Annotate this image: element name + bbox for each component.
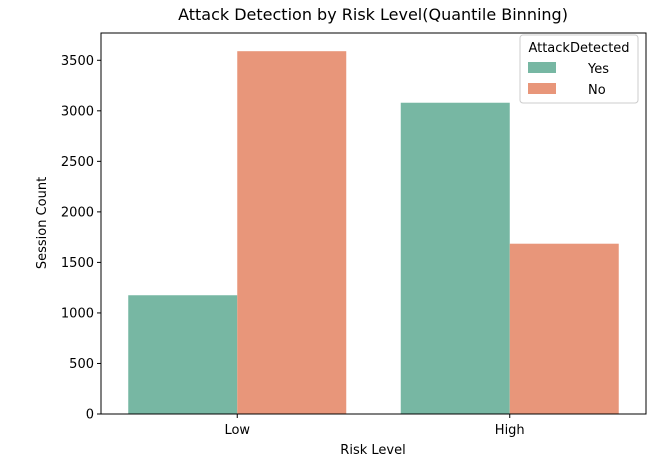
bar-high-yes [400, 102, 510, 414]
legend-label-no: No [588, 83, 606, 98]
y-tick-label: 3500 [61, 54, 94, 69]
y-tick-label: 2000 [61, 205, 94, 220]
y-axis-label: Session Count [35, 177, 50, 269]
chart-title: Attack Detection by Risk Level(Quantile … [178, 5, 568, 24]
plot-frame [100, 32, 647, 415]
legend-swatch-yes [528, 62, 556, 73]
y-tick-label: 1500 [61, 256, 94, 271]
legend-swatch-no [528, 83, 556, 94]
x-tick-label: Low [224, 423, 250, 438]
bars-layer [128, 51, 619, 414]
y-tick-label: 0 [86, 408, 94, 423]
legend-title: AttackDetected [528, 41, 629, 56]
bar-high-no [509, 243, 619, 414]
y-axis: 0 500 1000 1500 2000 2500 3000 3500 [61, 54, 101, 423]
bar-low-no [237, 51, 347, 414]
y-tick-label: 1000 [61, 306, 94, 321]
y-tick-label: 2500 [61, 155, 94, 170]
bar-low-yes [128, 295, 238, 414]
y-tick-label: 500 [69, 357, 94, 372]
x-axis-label: Risk Level [340, 443, 405, 458]
y-tick-label: 3000 [61, 104, 94, 119]
x-tick-label: High [495, 423, 525, 438]
legend-items: Yes No [528, 62, 609, 98]
x-axis: Low High [224, 414, 525, 438]
legend: AttackDetected Yes No [519, 34, 639, 104]
legend-label-yes: Yes [587, 62, 609, 77]
